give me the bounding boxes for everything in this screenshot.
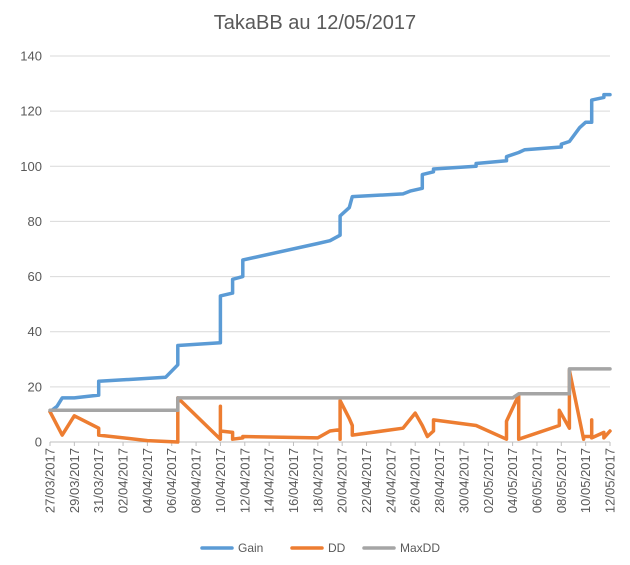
y-tick-label: 60 xyxy=(28,269,42,284)
x-tick-label: 08/05/2017 xyxy=(554,448,569,513)
x-tick-label: 28/04/2017 xyxy=(432,448,447,513)
legend: Gain DD MaxDD xyxy=(200,541,440,555)
legend-label-dd: DD xyxy=(328,541,346,555)
x-tick-label: 06/05/2017 xyxy=(529,448,544,513)
x-tick-label: 12/05/2017 xyxy=(603,448,618,513)
x-axis-ticks: 27/03/2017 29/03/2017 31/03/2017 02/04/2017… xyxy=(43,442,618,513)
series-line-maxdd xyxy=(48,367,612,413)
series-lines xyxy=(48,92,612,444)
y-axis-ticks: 0 20 40 60 80 100 120 140 xyxy=(20,49,42,450)
x-tick-label: 04/04/2017 xyxy=(140,448,155,513)
x-tick-label: 16/04/2017 xyxy=(286,448,301,513)
x-tick-label: 08/04/2017 xyxy=(189,448,204,513)
x-tick-label: 14/04/2017 xyxy=(262,448,277,513)
x-tick-label: 02/05/2017 xyxy=(481,448,496,513)
y-tick-label: 20 xyxy=(28,379,42,394)
x-tick-label: 26/04/2017 xyxy=(408,448,423,513)
x-tick-label: 24/04/2017 xyxy=(383,448,398,513)
x-tick-label: 22/04/2017 xyxy=(359,448,374,513)
x-tick-label: 20/04/2017 xyxy=(335,448,350,513)
x-tick-label: 30/04/2017 xyxy=(456,448,471,513)
series-line-dd xyxy=(48,368,612,444)
x-tick-label: 18/04/2017 xyxy=(310,448,325,513)
gridlines xyxy=(50,55,610,443)
x-tick-label: 10/05/2017 xyxy=(578,448,593,513)
x-tick-label: 27/03/2017 xyxy=(43,448,58,513)
y-tick-label: 0 xyxy=(35,435,42,450)
x-tick-label: 10/04/2017 xyxy=(213,448,228,513)
x-tick-label: 12/04/2017 xyxy=(237,448,252,513)
y-tick-label: 80 xyxy=(28,214,42,229)
x-tick-label: 02/04/2017 xyxy=(116,448,131,513)
legend-label-gain: Gain xyxy=(238,541,263,555)
y-tick-label: 120 xyxy=(20,104,42,119)
y-tick-label: 140 xyxy=(20,49,42,64)
y-tick-label: 100 xyxy=(20,159,42,174)
series-line-gain xyxy=(48,92,612,414)
legend-label-maxdd: MaxDD xyxy=(400,541,440,555)
y-tick-label: 40 xyxy=(28,324,42,339)
x-tick-label: 06/04/2017 xyxy=(164,448,179,513)
chart-title: TakaBB au 12/05/2017 xyxy=(214,12,416,34)
x-tick-label: 31/03/2017 xyxy=(91,448,106,513)
x-tick-label: 29/03/2017 xyxy=(67,448,82,513)
x-tick-label: 04/05/2017 xyxy=(505,448,520,513)
